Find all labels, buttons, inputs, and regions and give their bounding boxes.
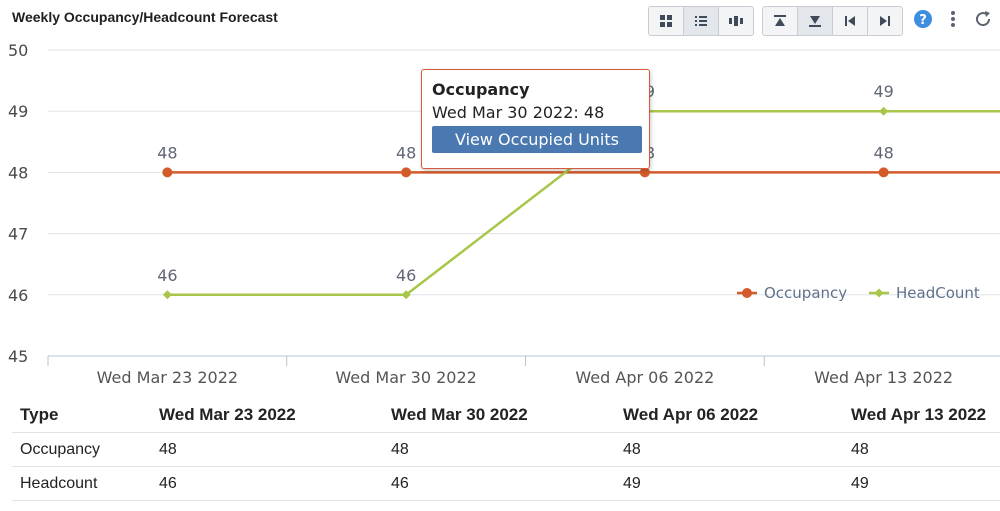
column-view-icon	[729, 16, 743, 26]
x-tick-label: Wed Apr 06 2022	[575, 368, 714, 387]
x-tick-label: Wed Mar 23 2022	[97, 368, 238, 387]
data-point	[878, 167, 889, 178]
data-label: 48	[157, 143, 177, 162]
data-point	[401, 290, 411, 300]
expand-down-button[interactable]	[798, 7, 833, 35]
data-label: 49	[873, 82, 893, 101]
table-cell: 46	[151, 466, 383, 501]
collapse-up-icon	[774, 15, 786, 26]
table-row: Headcount 46 46 49 49	[12, 466, 1000, 501]
refresh-button[interactable]	[972, 8, 994, 30]
table-cell: 49	[843, 466, 1000, 501]
legend-label: HeadCount	[896, 284, 980, 302]
table-row: Occupancy 48 48 48 48	[12, 432, 1000, 467]
refresh-icon	[976, 11, 991, 27]
legend-label: Occupancy	[764, 284, 847, 302]
table-cell: Occupancy	[12, 432, 151, 467]
data-label: 48	[873, 143, 893, 162]
data-label: 46	[396, 266, 416, 285]
grid-view-button[interactable]	[649, 7, 684, 35]
column-header: Wed Apr 06 2022	[623, 405, 759, 424]
table-cell: 48	[151, 432, 383, 467]
grid-view-icon	[660, 15, 672, 27]
more-options-button[interactable]	[942, 8, 964, 30]
table-cell: 48	[843, 432, 1000, 467]
y-tick-label: 46	[8, 286, 28, 305]
column-header: Wed Mar 30 2022	[391, 405, 528, 424]
last-page-icon	[880, 16, 890, 26]
last-page-button[interactable]	[868, 7, 902, 35]
data-point	[162, 290, 172, 300]
data-label: 48	[396, 143, 416, 162]
view-toggle-group	[648, 6, 754, 36]
column-view-button[interactable]	[719, 7, 753, 35]
column-header: Wed Mar 23 2022	[159, 405, 296, 424]
svg-text:?: ?	[919, 13, 927, 28]
x-tick-label: Wed Mar 30 2022	[335, 368, 476, 387]
y-tick-label: 49	[8, 102, 28, 121]
data-point	[162, 167, 173, 178]
more-vertical-icon	[951, 11, 955, 27]
list-view-icon	[695, 16, 707, 26]
help-icon: ?	[914, 10, 932, 28]
table-cell: 46	[383, 466, 615, 501]
table-cell: 48	[615, 432, 843, 467]
collapse-up-button[interactable]	[763, 7, 798, 35]
chart-tooltip: Occupancy Wed Mar 30 2022: 48 View Occup…	[421, 69, 650, 169]
line-chart: 45 46 47 48 49 50 Wed Mar 23 2022 Wed Mar 30 2…	[8, 41, 1000, 387]
column-header: Wed Apr 13 2022	[851, 405, 987, 424]
legend-marker	[874, 288, 884, 298]
table-cell: 49	[615, 466, 843, 501]
help-button[interactable]: ?	[912, 8, 934, 30]
table-header-row: Type Wed Mar 23 2022 Wed Mar 30 2022 Wed…	[12, 398, 1000, 433]
expand-down-icon	[809, 16, 821, 27]
table-cell: Headcount	[12, 466, 151, 501]
data-table: Type Wed Mar 23 2022 Wed Mar 30 2022 Wed…	[12, 398, 1000, 501]
legend-marker	[742, 288, 752, 298]
y-tick-label: 47	[8, 225, 28, 244]
data-label: 46	[157, 266, 177, 285]
first-page-button[interactable]	[833, 7, 868, 35]
data-point	[401, 167, 412, 178]
list-view-button[interactable]	[684, 7, 719, 35]
view-occupied-units-button[interactable]: View Occupied Units	[432, 126, 642, 153]
y-tick-label: 50	[8, 41, 28, 60]
column-header: Type	[20, 405, 59, 424]
tooltip-title: Occupancy	[432, 80, 530, 99]
navigation-group	[762, 6, 903, 36]
data-point	[639, 167, 650, 178]
first-page-icon	[845, 16, 855, 26]
chart-title: Weekly Occupancy/Headcount Forecast	[12, 9, 278, 25]
x-tick-label: Wed Apr 13 2022	[814, 368, 953, 387]
tooltip-value: Wed Mar 30 2022: 48	[432, 103, 605, 122]
data-point	[879, 106, 889, 116]
y-tick-label: 48	[8, 163, 28, 182]
table-cell: 48	[383, 432, 615, 467]
y-tick-label: 45	[8, 347, 28, 366]
